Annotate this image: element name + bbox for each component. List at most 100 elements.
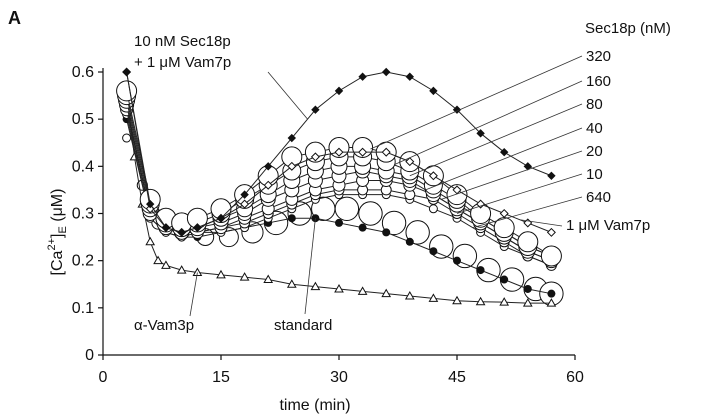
- data-point: [357, 286, 368, 295]
- leader-line: [189, 272, 198, 317]
- data-point: [287, 161, 297, 171]
- data-point: [145, 236, 156, 246]
- y-tick-label: 0.3: [72, 206, 94, 223]
- data-point: [122, 67, 131, 77]
- data-point: [499, 297, 510, 306]
- data-point: [116, 80, 138, 102]
- data-point: [522, 298, 533, 307]
- y-tick-label: 0.5: [72, 111, 94, 128]
- data-point: [334, 196, 360, 221]
- data-point: [428, 204, 438, 214]
- data-point: [452, 105, 462, 114]
- data-point: [500, 147, 509, 157]
- y-axis-title-open: [Ca: [49, 250, 66, 275]
- data-point: [523, 284, 532, 293]
- series-10-nm-sec18p-1-m-vam7p: [122, 67, 556, 237]
- data-point: [517, 231, 539, 253]
- x-tick-label: 15: [212, 369, 230, 386]
- series-label-20: 20: [586, 143, 603, 160]
- y-tick-label: 0.6: [72, 64, 94, 81]
- data-point: [286, 279, 297, 288]
- data-point: [358, 223, 367, 232]
- x-tick-label: 0: [99, 369, 108, 386]
- data-point: [405, 220, 430, 245]
- data-point: [500, 275, 509, 284]
- data-point: [405, 72, 414, 81]
- data-point: [547, 289, 556, 298]
- vam7p-label: 1 μM Vam7p: [566, 217, 650, 234]
- series-layer: [116, 67, 564, 307]
- data-point: [405, 157, 415, 167]
- x-ticks: 0 15 30 45 60: [99, 355, 584, 386]
- data-point: [153, 255, 163, 265]
- data-point: [428, 171, 438, 181]
- y-tick-label: 0.1: [72, 300, 94, 317]
- data-point: [239, 272, 250, 281]
- series-40: [119, 97, 559, 269]
- data-point: [304, 141, 326, 163]
- data-point: [476, 266, 485, 275]
- data-point: [287, 214, 296, 223]
- data-point: [358, 201, 383, 226]
- axes: 0 0.1 0.2 0.3 0.4 0.5 0.6 0 15 30 45 60: [72, 64, 584, 386]
- data-point: [476, 199, 486, 209]
- data-point: [546, 298, 557, 307]
- x-tick-label: 45: [448, 369, 466, 386]
- leader-lines: [189, 55, 583, 317]
- data-point: [334, 147, 344, 157]
- data-point: [428, 293, 439, 302]
- series-label-320: 320: [586, 48, 611, 65]
- data-point: [358, 147, 368, 157]
- data-point: [310, 281, 321, 291]
- leader-line: [441, 150, 583, 200]
- data-point: [146, 199, 155, 209]
- data-point: [382, 228, 391, 237]
- data-point: [547, 171, 556, 180]
- data-point: [381, 147, 391, 157]
- data-point: [335, 218, 343, 227]
- data-point: [429, 247, 438, 256]
- data-point: [499, 208, 509, 219]
- panel-label: A: [8, 8, 21, 28]
- data-point: [193, 223, 202, 232]
- series-label-80: 80: [586, 96, 603, 113]
- standard-label: standard: [274, 317, 332, 334]
- y-axis-title-sup: 2+: [46, 238, 58, 251]
- data-point: [311, 105, 320, 114]
- leader-line: [393, 80, 583, 166]
- data-point: [310, 152, 320, 162]
- data-point: [161, 260, 171, 269]
- data-point: [546, 227, 556, 237]
- series-label-40: 40: [586, 120, 603, 137]
- data-point: [452, 295, 462, 305]
- x-axis-title: time (min): [279, 397, 350, 414]
- data-point: [475, 296, 486, 306]
- combo-label-line1: 10 nM Sec18p: [134, 33, 231, 50]
- data-point: [287, 133, 296, 143]
- series-20: [120, 103, 558, 268]
- y-ticks: 0 0.1 0.2 0.3 0.4 0.5 0.6: [72, 64, 103, 364]
- data-point: [453, 256, 461, 265]
- data-point: [382, 67, 391, 77]
- data-point: [240, 199, 250, 209]
- series-labels: 10 20 40 80 160 320 640: [586, 48, 611, 206]
- data-point: [381, 210, 407, 236]
- data-point: [334, 86, 344, 96]
- data-point: [161, 223, 171, 232]
- y-axis-title: [Ca2+]E (μM): [46, 189, 69, 276]
- y-tick-label: 0.2: [72, 253, 94, 270]
- data-point: [334, 283, 344, 293]
- data-point: [405, 237, 414, 246]
- legend-header: Sec18p (nM): [585, 20, 671, 37]
- data-point: [358, 72, 367, 81]
- data-point: [446, 184, 468, 206]
- leader-line: [267, 71, 308, 120]
- data-point: [381, 288, 392, 298]
- series-label-160: 160: [586, 73, 611, 90]
- data-point: [216, 269, 226, 279]
- leader-line: [370, 55, 583, 150]
- data-point: [216, 214, 226, 223]
- data-point: [177, 228, 186, 237]
